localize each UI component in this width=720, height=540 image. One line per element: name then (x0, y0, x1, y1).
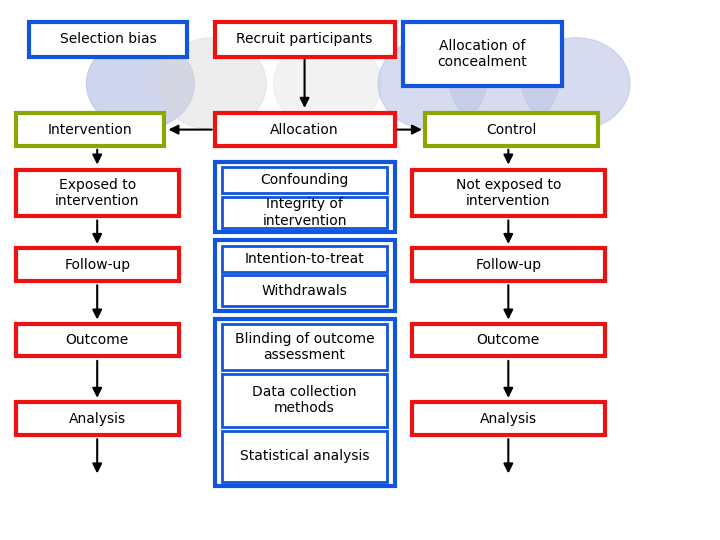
FancyBboxPatch shape (412, 402, 605, 435)
FancyBboxPatch shape (215, 319, 395, 486)
FancyBboxPatch shape (222, 431, 387, 482)
FancyBboxPatch shape (215, 113, 395, 146)
FancyBboxPatch shape (16, 402, 179, 435)
FancyBboxPatch shape (16, 170, 179, 216)
Ellipse shape (86, 38, 194, 130)
Text: Data collection
methods: Data collection methods (252, 385, 357, 415)
Ellipse shape (450, 38, 558, 130)
Text: Statistical analysis: Statistical analysis (240, 449, 369, 463)
FancyBboxPatch shape (412, 324, 605, 356)
Text: Follow-up: Follow-up (475, 258, 541, 272)
FancyBboxPatch shape (215, 162, 395, 232)
Text: Control: Control (486, 123, 536, 137)
Text: Allocation: Allocation (270, 123, 339, 137)
Ellipse shape (522, 38, 630, 130)
Text: Exposed to
intervention: Exposed to intervention (55, 178, 140, 208)
Ellipse shape (158, 38, 266, 130)
FancyBboxPatch shape (412, 248, 605, 281)
FancyBboxPatch shape (425, 113, 598, 146)
FancyBboxPatch shape (16, 324, 179, 356)
FancyBboxPatch shape (16, 113, 164, 146)
Text: Integrity of
intervention: Integrity of intervention (262, 198, 347, 227)
Text: Allocation of
concealment: Allocation of concealment (438, 39, 527, 69)
Text: Blinding of outcome
assessment: Blinding of outcome assessment (235, 332, 374, 362)
Text: Intention-to-treat: Intention-to-treat (245, 252, 364, 266)
FancyBboxPatch shape (412, 170, 605, 216)
Text: Withdrawals: Withdrawals (261, 284, 348, 298)
Text: Intervention: Intervention (48, 123, 132, 137)
Text: Outcome: Outcome (66, 333, 129, 347)
FancyBboxPatch shape (222, 246, 387, 272)
FancyBboxPatch shape (403, 22, 562, 86)
Text: Analysis: Analysis (68, 411, 126, 426)
Text: Follow-up: Follow-up (64, 258, 130, 272)
Text: Selection bias: Selection bias (60, 32, 156, 46)
Text: Outcome: Outcome (477, 333, 540, 347)
Ellipse shape (378, 38, 486, 130)
FancyBboxPatch shape (222, 167, 387, 193)
Ellipse shape (274, 38, 382, 130)
Text: Confounding: Confounding (261, 173, 348, 187)
FancyBboxPatch shape (222, 197, 387, 228)
FancyBboxPatch shape (215, 22, 395, 57)
FancyBboxPatch shape (215, 240, 395, 310)
Text: Recruit participants: Recruit participants (236, 32, 373, 46)
FancyBboxPatch shape (29, 22, 187, 57)
Text: Not exposed to
intervention: Not exposed to intervention (456, 178, 561, 208)
FancyBboxPatch shape (16, 248, 179, 281)
FancyBboxPatch shape (222, 275, 387, 306)
FancyBboxPatch shape (222, 324, 387, 370)
FancyBboxPatch shape (222, 374, 387, 427)
Text: Analysis: Analysis (480, 411, 537, 426)
